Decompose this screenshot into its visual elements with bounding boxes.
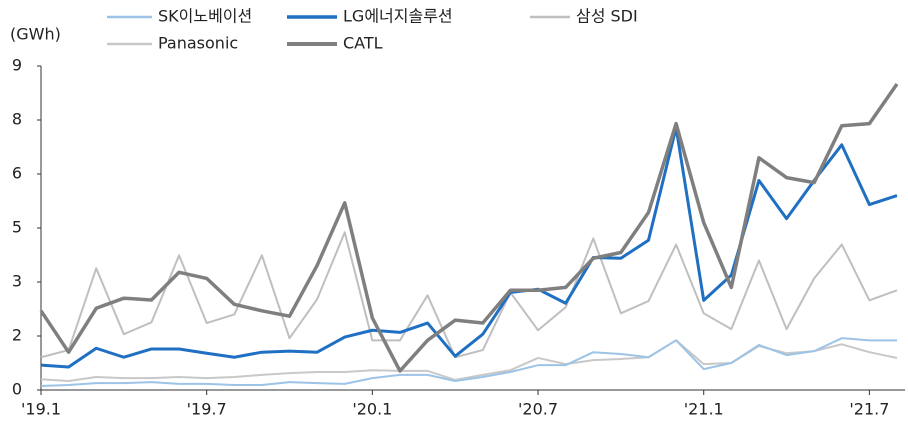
series-line [40, 231, 898, 359]
y-tick-label: 3 [12, 272, 22, 291]
y-tick-label: 2 [12, 326, 22, 345]
legend-label: SK이노베이션 [158, 7, 252, 26]
y-tick-label: 5 [12, 218, 22, 237]
legend-label: CATL [343, 34, 383, 53]
legend-label: 삼성 SDI [576, 7, 638, 26]
x-tick-label: '21.7 [849, 400, 889, 419]
y-tick-label: 0 [12, 380, 22, 399]
y-tick-label: 6 [12, 164, 22, 183]
x-tick-label: '19.1 [21, 400, 61, 419]
legend-label: LG에너지솔루션 [343, 7, 453, 26]
x-tick-label: '19.7 [187, 400, 227, 419]
x-tick-label: '20.7 [518, 400, 558, 419]
series-line [40, 126, 898, 369]
legend-label: Panasonic [158, 34, 238, 53]
y-tick-label: 9 [12, 56, 22, 75]
series-line [40, 337, 897, 388]
series-line [39, 82, 899, 373]
x-tick-label: '20.1 [352, 400, 392, 419]
y-tick-label: 8 [12, 110, 22, 129]
x-tick-label: '21.1 [684, 400, 724, 419]
y-axis-label: (GWh) [10, 25, 61, 44]
